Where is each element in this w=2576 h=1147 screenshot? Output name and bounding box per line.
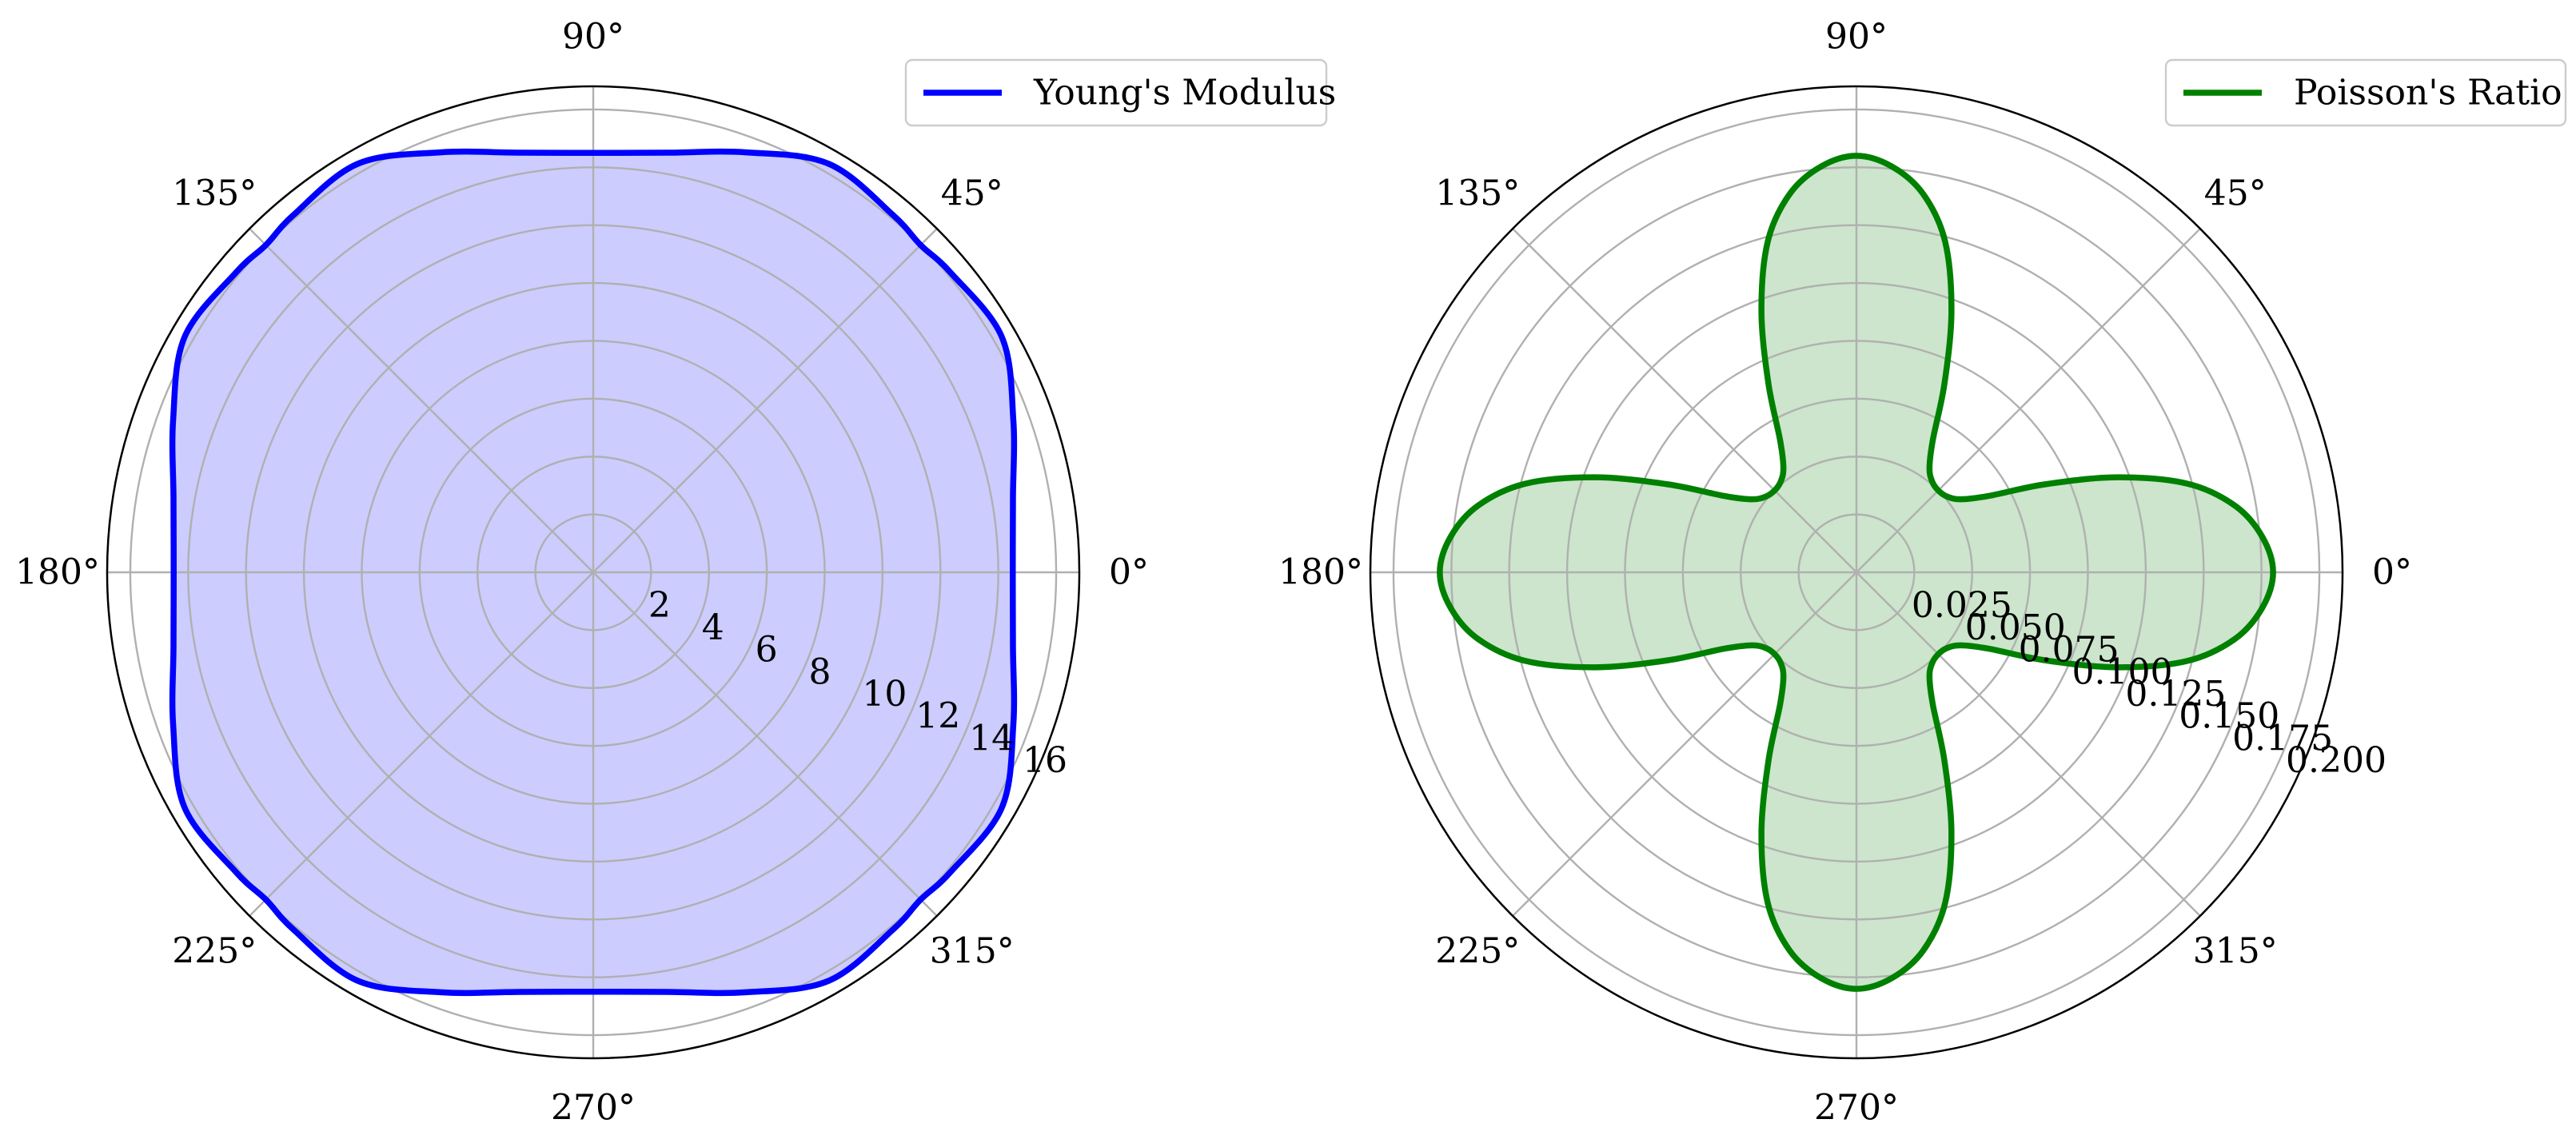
angle-tick-label: 180° [1278,552,1363,593]
angle-tick-label: 0° [1109,552,1149,593]
angle-tick-label: 0° [2372,552,2412,593]
radial-tick-label: 0.050 [1965,607,2066,648]
angular-gridline [592,228,938,573]
angular-gridline [1856,228,2201,573]
angle-tick-label: 225° [1435,930,1520,971]
angle-tick-label: 315° [930,930,1015,971]
angle-tick-label: 270° [1814,1088,1899,1129]
angle-tick-label: 315° [2193,930,2278,971]
legend-label: Young's Modulus [1033,73,1336,114]
angle-tick-label: 90° [1825,17,1888,58]
radial-tick-label: 0.200 [2286,740,2387,781]
poissons-ratio-polar-chart: 0°45°90°135°180°225°270°315°0.0250.0500.… [1278,17,2567,1129]
angular-gridline [249,572,594,917]
angle-tick-label: 270° [551,1088,636,1129]
radial-tick-label: 4 [702,607,724,648]
radial-tick-label: 0.125 [2125,674,2226,715]
angle-tick-label: 180° [15,552,100,593]
legend: Poisson's Ratio [2164,58,2567,127]
angle-tick-label: 225° [172,930,257,971]
radial-tick-label: 12 [915,696,960,737]
angular-gridline [1856,572,2201,917]
angle-tick-label: 45° [2204,173,2267,214]
legend-frame [904,58,1328,127]
polar-spine [1369,85,2344,1060]
angular-gridline [1512,572,1857,917]
radial-tick-label: 2 [648,585,671,626]
legend-frame [2164,58,2567,127]
angle-tick-label: 135° [1435,173,1520,214]
angle-tick-label: 90° [562,17,624,58]
angular-gridline [249,228,594,573]
polar-spine [106,85,1081,1060]
radial-tick-label: 0.075 [2019,630,2119,671]
angular-gridline [592,572,938,917]
angle-tick-label: 45° [941,173,1003,214]
radial-tick-label: 0.100 [2072,651,2172,692]
radial-tick-label: 16 [1023,740,1067,781]
radial-tick-label: 0.025 [1912,585,2012,626]
angle-tick-label: 135° [172,173,257,214]
angular-gridline [1512,228,1857,573]
radial-tick-label: 6 [756,630,778,671]
radial-tick-label: 0.175 [2232,718,2333,759]
series-line [1437,153,2276,992]
radial-tick-label: 14 [969,718,1014,759]
legend: Young's Modulus [904,58,1336,127]
radial-tick-label: 10 [862,674,907,715]
radial-tick-label: 0.150 [2179,696,2279,737]
series-line [169,148,1018,997]
legend-label: Poisson's Ratio [2294,73,2562,114]
radial-tick-label: 8 [808,651,831,692]
